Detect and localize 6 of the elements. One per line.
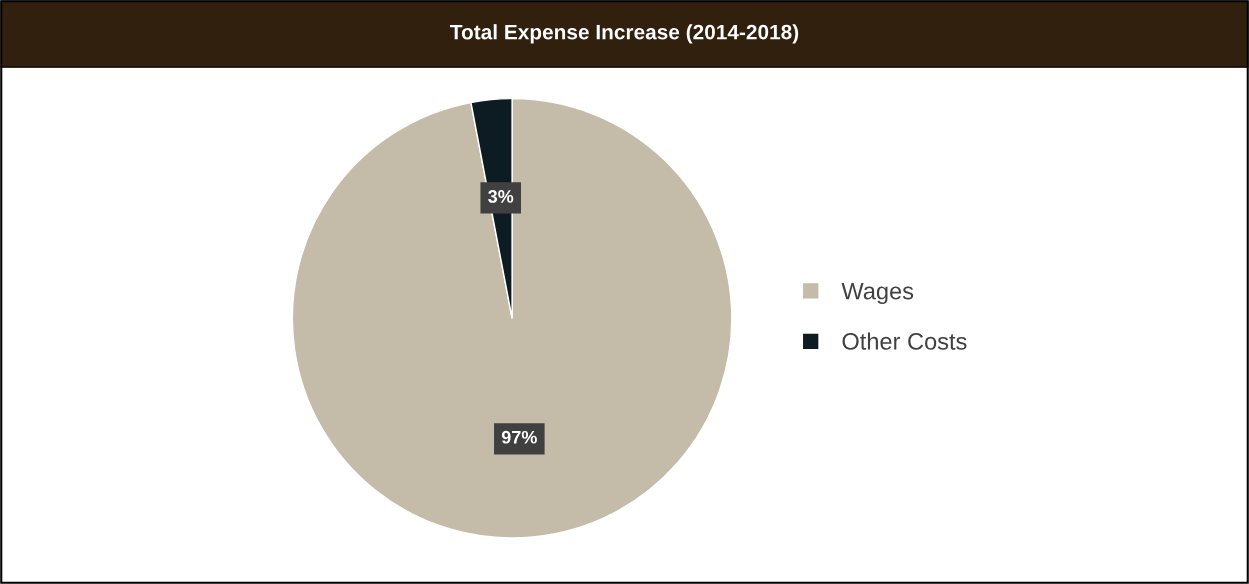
legend-label: Other Costs xyxy=(842,332,967,350)
data-label: 97% xyxy=(501,430,537,444)
chart-title: Total Expense Increase (2014-2018) xyxy=(450,24,799,44)
data-label: 3% xyxy=(488,190,514,203)
legend-label: Wages xyxy=(841,282,914,305)
pie-slice xyxy=(291,97,733,539)
